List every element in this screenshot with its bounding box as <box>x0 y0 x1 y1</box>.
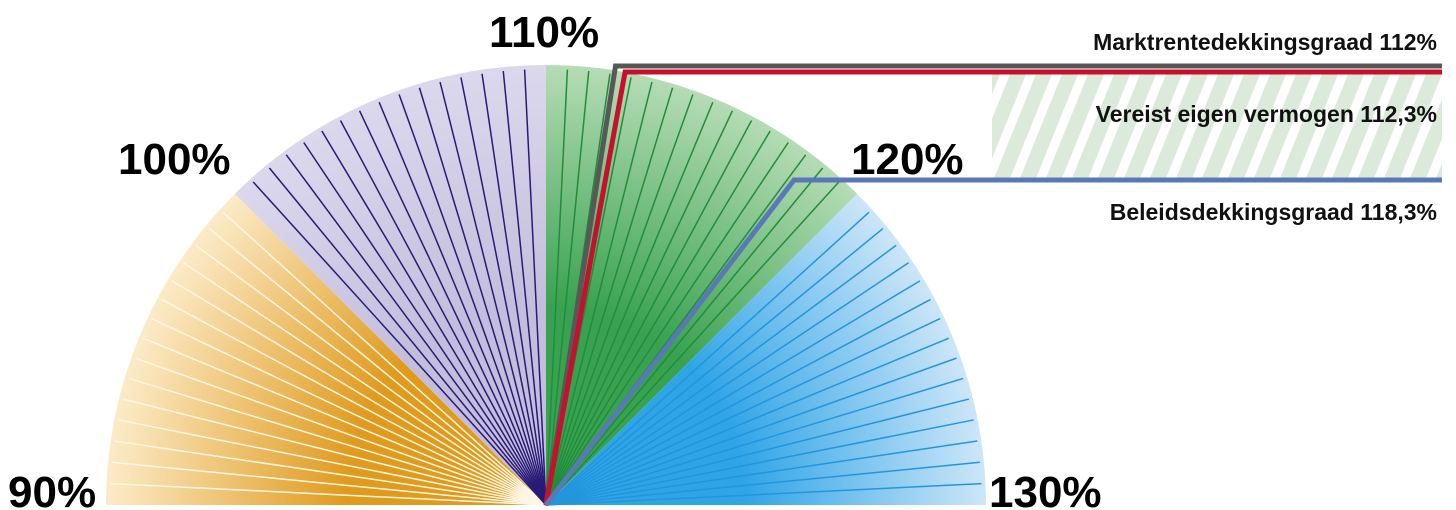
gauge-spoke <box>545 87 674 506</box>
gauge-spoke <box>378 101 547 506</box>
gauge-spoke <box>545 461 980 506</box>
tick-label-120: 120% <box>851 135 964 184</box>
gauge-spoke <box>545 227 884 506</box>
gauge-spoke <box>545 482 982 506</box>
gauge-zone-110-120 <box>546 65 858 505</box>
gauge-spoke <box>398 94 547 506</box>
gauge-spoke <box>545 69 569 506</box>
gauge-spoke <box>545 167 824 506</box>
gauge-spoke <box>545 130 771 506</box>
gauge-spoke <box>222 211 547 506</box>
gauge-spoke <box>439 81 547 506</box>
gauge-spoke <box>481 73 547 506</box>
gauge-spoke <box>183 262 547 506</box>
gauge-spoke <box>545 211 870 506</box>
tick-label-110: 110% <box>489 8 599 57</box>
gauge-spoke <box>252 181 547 506</box>
gauge-spoke <box>171 280 547 506</box>
gauge-spoke <box>545 377 964 506</box>
indicator-label-vereist-eigen-vermogen: Vereist eigen vermogen 112,3% <box>1096 101 1437 127</box>
indicator-line-2 <box>544 177 1442 507</box>
gauge-spoke <box>502 71 547 506</box>
gauge-spoke <box>545 181 840 506</box>
gauge-spoke <box>418 87 547 506</box>
gauge-spoke <box>545 94 694 506</box>
indicator-label-marktrente: Marktrentedekkingsgraad 112% <box>1093 29 1437 55</box>
gauge-spoke <box>122 398 547 506</box>
gauge-spoke <box>135 357 547 506</box>
gauge-spoke <box>545 101 714 506</box>
indicator-label-beleidsdekkingsgraad: Beleidsdekkingsgraad 118,3% <box>1110 199 1437 225</box>
tick-label-130: 130% <box>989 468 1102 510</box>
gauge-spoke <box>545 110 734 506</box>
gauge-spoke <box>112 461 547 506</box>
gauge-spoke <box>339 120 547 506</box>
gauge-zone-100-110 <box>234 65 546 505</box>
gauge-spoke <box>460 77 547 506</box>
gauge-spoke <box>161 298 547 506</box>
gauge-spoke <box>545 244 897 506</box>
gauge-spoke <box>523 69 547 506</box>
indicator-line-1 <box>543 69 1442 506</box>
gauge-spoke <box>545 120 753 506</box>
gauge-spoke <box>545 317 941 506</box>
gauge-spoke <box>545 142 789 506</box>
hatched-band <box>992 74 1442 178</box>
indicator-labels: Marktrentedekkingsgraad 112% Vereist eig… <box>1093 29 1437 225</box>
gauge-zones <box>106 65 986 505</box>
gauge-spoke <box>151 317 547 506</box>
gauge-spoke <box>545 81 653 506</box>
indicator-lines <box>543 63 1442 507</box>
gauge-spoke <box>195 244 547 506</box>
hatched-band-area <box>992 74 1442 178</box>
gauge-tick-labels: 90% 100% 110% 120% 130% <box>8 8 1102 510</box>
indicator-line-0 <box>543 63 1442 506</box>
gauge-spoke <box>268 167 547 506</box>
gauge-spoke <box>285 154 547 506</box>
gauge-spoke <box>545 357 957 506</box>
gauge-spoke <box>114 440 547 506</box>
gauge-spoke <box>321 130 547 506</box>
gauge-spoke <box>110 482 547 506</box>
gauge-spoke <box>545 71 590 506</box>
gauge-zone-90-100 <box>106 193 546 505</box>
gauge-spoke <box>142 337 547 506</box>
gauge-spoke <box>358 110 547 506</box>
gauge-spoke <box>128 377 547 506</box>
gauge-spoke <box>118 419 547 506</box>
gauge-spoke <box>545 440 978 506</box>
gauge-zone-120-130 <box>546 193 986 505</box>
tick-label-90: 90% <box>8 468 96 510</box>
gauge-spoke <box>545 280 921 506</box>
gauge-spoke <box>545 337 950 506</box>
gauge-spoke <box>545 398 970 506</box>
gauge-spoke <box>545 298 931 506</box>
tick-label-100: 100% <box>118 135 231 184</box>
gauge-spoke <box>545 262 909 506</box>
gauge-spoke <box>545 419 974 506</box>
gauge-spoke <box>303 142 547 506</box>
gauge-spoke <box>208 227 547 506</box>
